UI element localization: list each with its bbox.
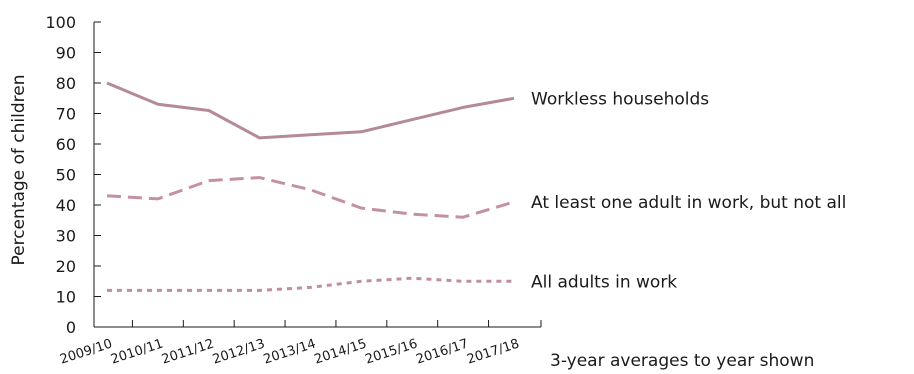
series-line xyxy=(107,276,514,292)
x-tick-label: 2014/15 xyxy=(313,337,369,368)
x-tick-label: 2010/11 xyxy=(109,337,165,368)
x-tick-label: 2016/17 xyxy=(414,337,470,368)
y-tick-label: 90 xyxy=(56,44,76,63)
y-tick-label: 40 xyxy=(56,196,76,215)
y-tick-label: 0 xyxy=(66,318,76,337)
y-tick-label: 50 xyxy=(56,166,76,185)
x-tick-label: 2013/14 xyxy=(262,337,318,368)
y-axis-label: Percentage of children xyxy=(9,74,29,265)
y-tick-label: 20 xyxy=(56,257,76,276)
y-ticks: 0 10 20 30 40 50 60 70 80 90 100 xyxy=(45,13,101,337)
y-tick-label: 100 xyxy=(45,13,76,32)
series-label: All adults in work xyxy=(531,272,677,292)
series-line xyxy=(106,176,515,219)
x-tick-label: 2017/18 xyxy=(465,337,521,368)
y-tick-label: 10 xyxy=(56,288,76,307)
x-axis-label: 3-year averages to year shown xyxy=(550,351,814,371)
y-tick-label: 80 xyxy=(56,74,76,93)
axes xyxy=(93,22,541,328)
x-tick-label: 2012/13 xyxy=(211,337,267,368)
y-tick-label: 60 xyxy=(56,135,76,154)
y-tick-label: 30 xyxy=(56,227,76,246)
x-tick-label: 2011/12 xyxy=(160,337,216,368)
x-tick-label: 2015/16 xyxy=(363,337,419,368)
x-tick-label: 2009/10 xyxy=(58,337,114,368)
series-label: At least one adult in work, but not all xyxy=(531,193,846,213)
y-tick-label: 70 xyxy=(56,105,76,124)
series-line xyxy=(106,81,515,140)
series-lines xyxy=(106,81,515,292)
series-labels: Workless households At least one adult in… xyxy=(531,89,846,292)
series-label: Workless households xyxy=(531,89,709,109)
